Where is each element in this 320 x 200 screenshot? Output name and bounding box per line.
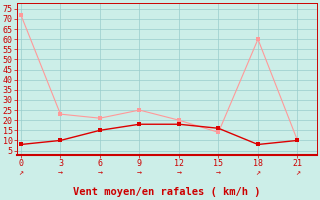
Text: →: → — [58, 168, 63, 178]
Text: →: → — [216, 168, 221, 178]
Text: ↗: ↗ — [18, 168, 23, 178]
Text: →: → — [137, 168, 142, 178]
Text: →: → — [97, 168, 102, 178]
Text: ↗: ↗ — [255, 168, 260, 178]
Text: →: → — [176, 168, 181, 178]
Text: ↗: ↗ — [295, 168, 300, 178]
X-axis label: Vent moyen/en rafales ( km/h ): Vent moyen/en rafales ( km/h ) — [73, 187, 261, 197]
